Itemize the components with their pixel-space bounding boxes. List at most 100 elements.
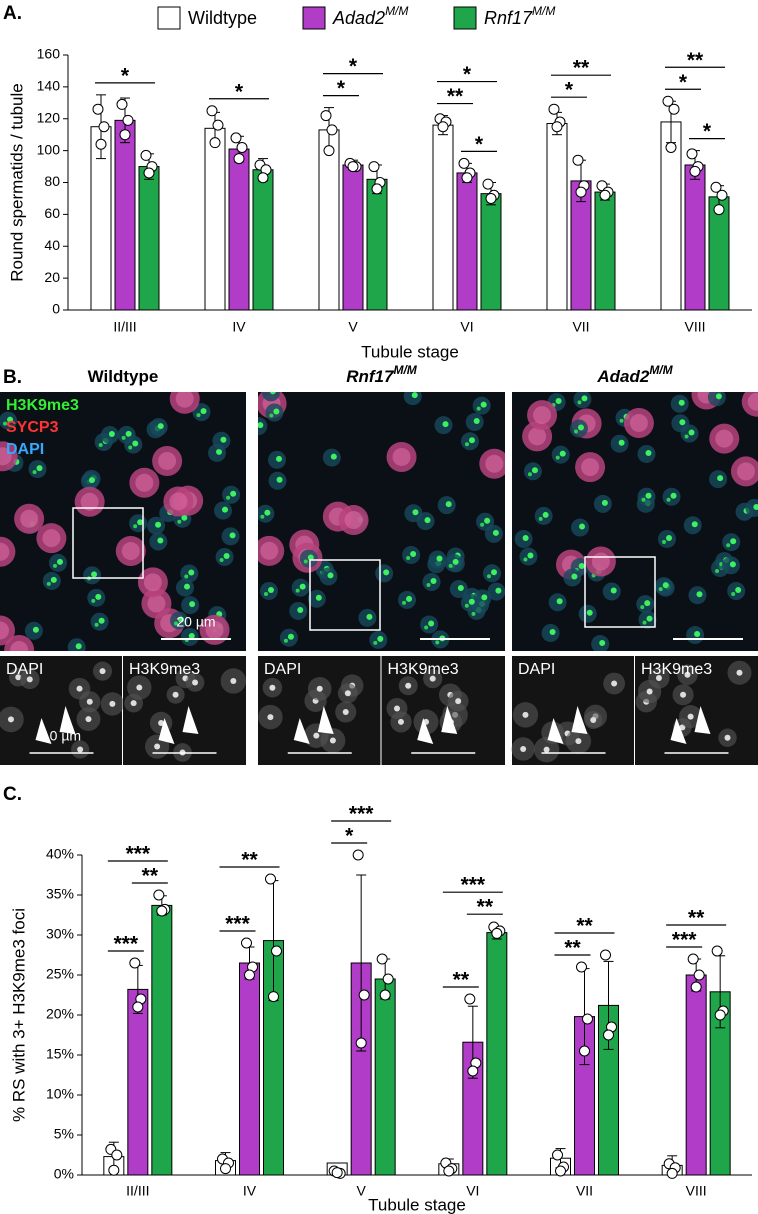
legend-swatch [157, 6, 181, 30]
focus [109, 700, 116, 707]
data-point [443, 1165, 455, 1177]
data-point [491, 927, 503, 939]
focus [220, 436, 227, 443]
focus [406, 595, 413, 602]
focus [133, 524, 138, 529]
focus [578, 563, 585, 570]
y-axis-title: Round spermatids / tubule [7, 83, 26, 281]
data-point [244, 969, 255, 981]
focus [99, 668, 106, 675]
focus [276, 476, 283, 483]
data-point [666, 1167, 678, 1179]
micrograph-cells [0, 392, 241, 651]
data-point [714, 1009, 726, 1021]
data-point [572, 154, 584, 166]
focus [495, 587, 502, 594]
bar [138, 166, 160, 311]
focus [471, 611, 476, 616]
focus [158, 719, 165, 726]
focus [188, 569, 195, 576]
data-point [600, 949, 611, 961]
data-point [576, 961, 587, 973]
data-point [548, 103, 560, 115]
focus [200, 408, 207, 415]
focus [223, 552, 230, 559]
legend-label: Adad2M/M [332, 4, 408, 28]
scale-label: 10 µm [42, 728, 81, 744]
meiotic-cell-core [169, 492, 188, 511]
arrowhead [441, 706, 458, 734]
focus [655, 674, 662, 681]
focus [181, 514, 188, 521]
focus [726, 543, 731, 548]
significance-label: ** [477, 896, 494, 919]
focus [577, 400, 582, 405]
y-tick-label: 40 [44, 237, 60, 253]
data-point [271, 945, 282, 957]
focus [694, 631, 701, 638]
meiotic-cell-core [143, 573, 162, 592]
focus [132, 440, 139, 447]
bar [432, 124, 454, 311]
bar [252, 169, 274, 311]
significance-label: ** [241, 849, 258, 872]
meiotic-cell-core [528, 427, 547, 446]
y-axis-title: % RS with 3+ H3K9me3 foci [9, 908, 28, 1122]
data-point [212, 119, 224, 131]
data-point [665, 141, 677, 153]
focus [88, 477, 95, 484]
y-tick-label: 30% [46, 926, 74, 942]
focus [658, 587, 663, 592]
image-title: Rnf17M/M [346, 363, 418, 386]
significance-label: ** [447, 85, 464, 108]
focus [555, 455, 560, 460]
focus [94, 622, 99, 627]
focus [645, 449, 652, 456]
inset-box [72, 507, 144, 579]
data-point [355, 1037, 367, 1049]
data-point [371, 183, 383, 195]
data-point [153, 889, 165, 901]
focus [556, 598, 563, 605]
significance-label: * [349, 55, 358, 78]
focus [610, 587, 617, 594]
meiotic-cell-core [0, 447, 12, 466]
meiotic-cell-core [629, 413, 648, 432]
focus [736, 669, 743, 676]
focus [330, 453, 337, 460]
focus [406, 556, 411, 561]
focus [253, 427, 257, 431]
inset-label: DAPI [6, 661, 43, 678]
focus [559, 450, 566, 457]
focus [426, 583, 431, 588]
focus [98, 442, 103, 447]
y-tick-label: 5% [54, 1126, 74, 1142]
data-point [230, 132, 242, 144]
focus [665, 534, 672, 541]
image-title-name: Wildtype [88, 367, 159, 386]
focus [670, 492, 677, 499]
bar [480, 193, 502, 311]
data-point [236, 141, 248, 153]
focus [86, 698, 93, 705]
focus [455, 698, 462, 705]
inset-box [309, 559, 381, 631]
focus [46, 581, 51, 586]
focus [445, 501, 452, 508]
focus [36, 465, 43, 472]
focus [688, 429, 695, 436]
focus [405, 682, 412, 689]
focus [522, 535, 529, 542]
significance-label: * [565, 79, 574, 102]
data-point [713, 204, 725, 216]
focus [579, 523, 586, 530]
inset-label: H3K9me3 [641, 661, 712, 678]
meiotic-cell-core [0, 542, 10, 561]
focus [679, 419, 686, 426]
focus [196, 413, 201, 418]
inset-label: H3K9me3 [129, 661, 200, 678]
focus [619, 418, 624, 423]
focus [717, 475, 724, 482]
focus [172, 691, 179, 698]
meiotic-cell-core [10, 641, 29, 651]
